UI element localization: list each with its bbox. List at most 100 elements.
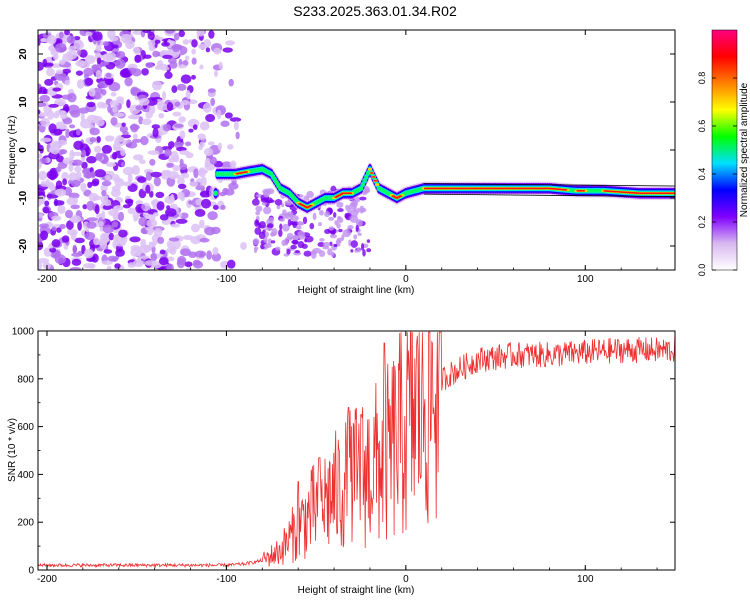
- spectrogram-noise-blob: [102, 41, 109, 47]
- spectrogram-noise-blob: [153, 228, 163, 237]
- spectrogram-tail-blob: [286, 232, 294, 240]
- spectrogram-noise-blob: [114, 177, 122, 183]
- spectrogram-tail-blob: [359, 196, 367, 201]
- spectrogram-noise-blob: [93, 145, 102, 153]
- spectrogram-noise-blob: [182, 39, 190, 45]
- spectrogram-tail-blob: [360, 243, 365, 251]
- spectrogram-tail-blob: [311, 251, 317, 259]
- spectrogram-noise-blob: [62, 117, 73, 125]
- spectrogram-tail-blob: [264, 231, 270, 238]
- spectrogram-noise-blob: [94, 204, 100, 215]
- spectrogram-noise-blob: [140, 135, 149, 146]
- spectrogram-noise-blob: [110, 91, 117, 97]
- spectrogram-noise-blob: [156, 201, 165, 211]
- spectrogram-noise-blob: [111, 221, 119, 228]
- spectrogram-noise-blob: [119, 125, 129, 133]
- spectrogram-noise-blob: [168, 57, 177, 64]
- spectrogram-noise-blob: [138, 216, 148, 227]
- spectrogram-noise-blob: [127, 199, 134, 207]
- spectrogram-noise-blob: [81, 161, 88, 169]
- spectrogram-noise-blob: [161, 41, 170, 47]
- spectrogram-noise-blob: [168, 237, 180, 242]
- spectrogram-noise-blob: [82, 263, 95, 269]
- spectrogram-noise-blob: [152, 80, 163, 91]
- spectrogram-noise-blob: [152, 212, 159, 217]
- spectrogram-noise-blob: [71, 258, 82, 266]
- spectrogram-noise-blob: [180, 99, 190, 106]
- spectrogram-noise-blob: [59, 223, 66, 230]
- spectrogram-noise-blob: [127, 173, 133, 184]
- spectrogram-noise-blob: [212, 246, 219, 256]
- spectrogram-noise-blob: [170, 193, 175, 203]
- spectrogram-tail-blob: [302, 216, 308, 225]
- snr-xtick-label: 100: [577, 574, 594, 585]
- spectrogram-noise-blob: [114, 263, 121, 269]
- spectrogram-tail-blob: [349, 215, 359, 223]
- spectrogram-noise-blob: [38, 102, 47, 108]
- spectrogram-noise-blob: [166, 240, 172, 249]
- spectrogram-tail-blob: [350, 249, 354, 253]
- spectrogram-noise-blob: [121, 134, 132, 139]
- spectrogram-tail-blob: [268, 217, 275, 223]
- spectrogram-noise-blob: [205, 114, 216, 123]
- spectrogram-noise-blob: [131, 68, 142, 77]
- spectrogram-tail-blob: [357, 232, 362, 236]
- spectrogram-noise-blob: [47, 34, 57, 45]
- spectrogram-noise-blob: [38, 109, 41, 115]
- spectrogram-tail-blob: [270, 240, 276, 244]
- spectrogram-ridge-band: [270, 175, 276, 179]
- spectrogram-noise-blob: [199, 64, 204, 70]
- spectrogram-tail-blob: [282, 209, 287, 216]
- spectrogram-noise-blob: [75, 171, 82, 180]
- spectrogram-noise-blob: [95, 45, 102, 52]
- spectrogram-noise-blob: [199, 121, 210, 131]
- spectrogram-noise-blob: [204, 157, 211, 168]
- spectrogram-noise-blob: [38, 170, 48, 181]
- spectrogram-heatmap: [38, 30, 675, 270]
- spectrogram-ridge-core-red: [581, 190, 586, 192]
- spectrogram-noise-blob: [87, 181, 93, 189]
- spectrogram-tail-blob: [324, 211, 330, 218]
- spectrogram-tail-blob: [255, 205, 263, 212]
- spectrogram-noise-blob: [62, 68, 72, 74]
- spectrogram-tail-blob: [318, 222, 322, 227]
- spectrogram-noise-blob: [213, 70, 218, 78]
- spectrogram-tail-blob: [319, 209, 324, 216]
- spectrogram-noise-blob: [39, 137, 52, 143]
- spectrogram-noise-blob: [176, 258, 186, 269]
- spectrogram-tail-blob: [292, 239, 299, 245]
- spectrogram-tail-blob: [266, 223, 274, 229]
- spectrogram-noise-blob: [40, 230, 49, 241]
- spectrogram-noise-blob: [74, 237, 85, 244]
- spectrogram-noise-blob: [58, 31, 64, 39]
- spectrogram-noise-blob: [180, 172, 189, 179]
- spectrogram-tail-blob: [324, 228, 331, 235]
- spectrogram-noise-blob: [219, 191, 226, 197]
- spectrogram-noise-blob: [142, 213, 151, 218]
- spectrogram-noise-blob: [72, 159, 83, 166]
- spectrogram-noise-blob: [61, 171, 69, 182]
- spectrogram-noise-blob: [129, 124, 140, 131]
- spectrogram-noise-blob: [229, 160, 237, 168]
- spectrogram-tail-blob: [322, 245, 330, 250]
- spectrogram-noise-blob: [54, 110, 66, 116]
- snr-ytick-label: 1000: [12, 327, 35, 338]
- spectrogram-noise-blob: [69, 267, 82, 270]
- spectrogram-xtick-label: -200: [37, 274, 57, 285]
- spectrogram-noise-blob: [147, 39, 156, 47]
- spectrogram-noise-blob: [146, 97, 158, 106]
- spectrogram-noise-blob: [176, 146, 187, 152]
- spectrogram-tail-blob: [304, 235, 314, 243]
- spectrogram-noise-blob: [124, 77, 133, 87]
- spectrogram-noise-blob: [150, 200, 156, 206]
- spectrogram-tail-blob: [255, 220, 259, 225]
- spectrogram-tail-blob: [366, 239, 371, 244]
- spectrogram-noise-blob: [104, 135, 115, 142]
- spectrogram-noise-blob: [44, 200, 50, 207]
- spectrogram-noise-blob: [131, 165, 140, 176]
- spectrogram-noise-blob: [190, 235, 202, 245]
- spectrogram-noise-blob: [129, 236, 141, 243]
- spectrogram-noise-blob: [38, 261, 43, 270]
- spectrogram-noise-blob: [145, 171, 153, 181]
